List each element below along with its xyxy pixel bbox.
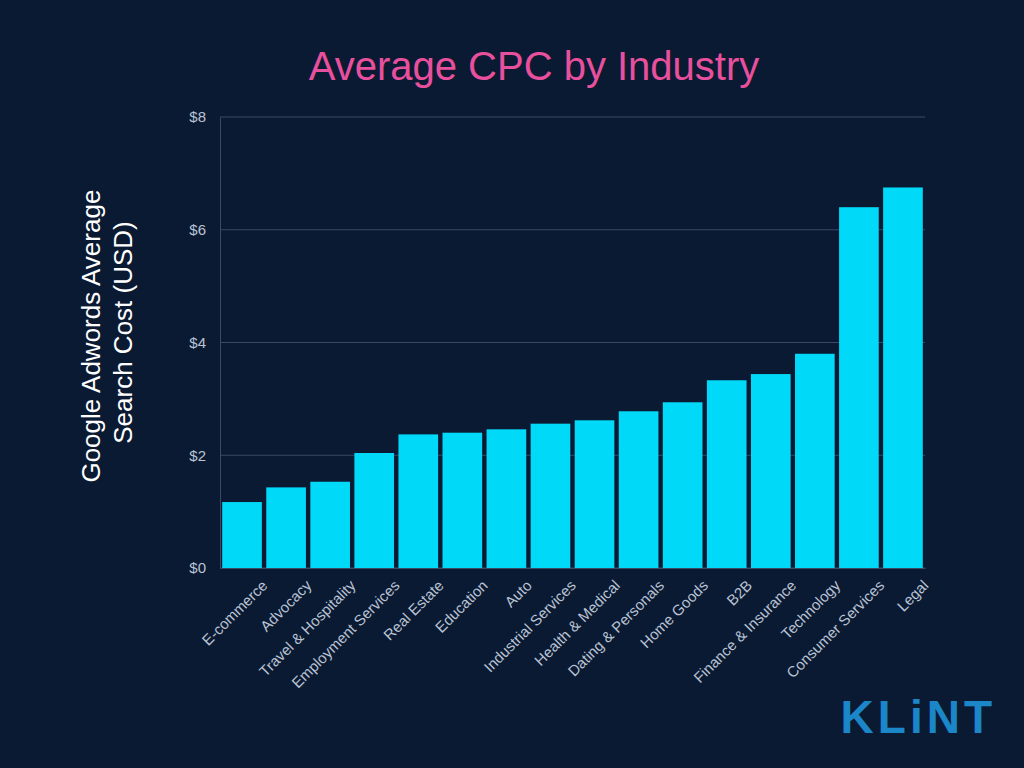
x-tick: Auto (501, 568, 535, 610)
x-tick: Home Goods (637, 568, 712, 651)
y-axis-title-line: Google Adwords Average (76, 182, 106, 482)
bar (751, 374, 791, 568)
y-axis-title: Google Adwords Average Search Cost (USD) (76, 182, 139, 482)
x-tick: Education (432, 568, 491, 636)
background (0, 0, 1024, 768)
x-tick-label: Auto (501, 577, 535, 611)
grid-line (220, 342, 925, 343)
bar (354, 453, 394, 568)
x-tick-label: Consumer Services (783, 577, 888, 682)
y-axis: $0 $2 $4 $6 $8 (189, 108, 220, 576)
bar (619, 411, 659, 568)
y-tick: $6 (189, 221, 220, 238)
bar (266, 487, 306, 568)
y-tick-label: $6 (189, 221, 206, 238)
y-tick: $2 (189, 447, 220, 464)
chart: $0 $2 $4 $6 $8 E-commerceAdvocacyTravel & Hos… (0, 0, 1024, 768)
y-tick-label: $4 (189, 334, 206, 351)
grid (220, 117, 925, 568)
title: Average CPC by Industry (309, 44, 760, 88)
bar (443, 433, 483, 568)
plot: $0 $2 $4 $6 $8 E-commerceAdvocacyTravel & Hos… (189, 108, 931, 691)
y-tick-label: $8 (189, 108, 206, 125)
bar (531, 424, 571, 568)
x-tick-label: E-commerce (198, 577, 270, 649)
x-axis: E-commerceAdvocacyTravel & HospitalityEm… (198, 568, 931, 691)
bar (310, 482, 350, 568)
bar (795, 354, 835, 568)
x-tick-label: Education (432, 577, 491, 636)
x-tick: Consumer Services (783, 568, 888, 681)
x-tick-label: Home Goods (637, 577, 712, 652)
bars (222, 187, 923, 568)
y-tick-label: $0 (189, 559, 206, 576)
bar (398, 434, 438, 568)
x-tick: Real Estate (380, 568, 447, 643)
x-tick: B2B (723, 568, 755, 609)
logo: KLiNT (841, 691, 996, 743)
bar (839, 207, 879, 568)
y-tick: $4 (189, 334, 220, 351)
y-axis-line (220, 118, 221, 569)
x-tick-label: B2B (723, 577, 755, 609)
bar (883, 187, 923, 568)
x-tick-label: Legal (894, 577, 932, 615)
x-tick: Legal (894, 568, 932, 615)
bar (487, 429, 527, 568)
x-tick: Industrial Services (480, 568, 579, 675)
y-tick-label: $2 (189, 447, 206, 464)
grid-line (220, 117, 925, 118)
x-tick: E-commerce (198, 568, 270, 649)
x-tick-label: Real Estate (380, 577, 447, 644)
x-axis-line (221, 568, 926, 569)
y-axis-title-line: Search Cost (USD) (108, 221, 138, 444)
y-tick: $8 (189, 108, 220, 125)
bar (663, 402, 703, 568)
bar (575, 420, 615, 568)
grid-line (220, 229, 925, 230)
bar (707, 380, 747, 568)
bar (222, 502, 262, 568)
y-tick: $0 (189, 559, 220, 576)
